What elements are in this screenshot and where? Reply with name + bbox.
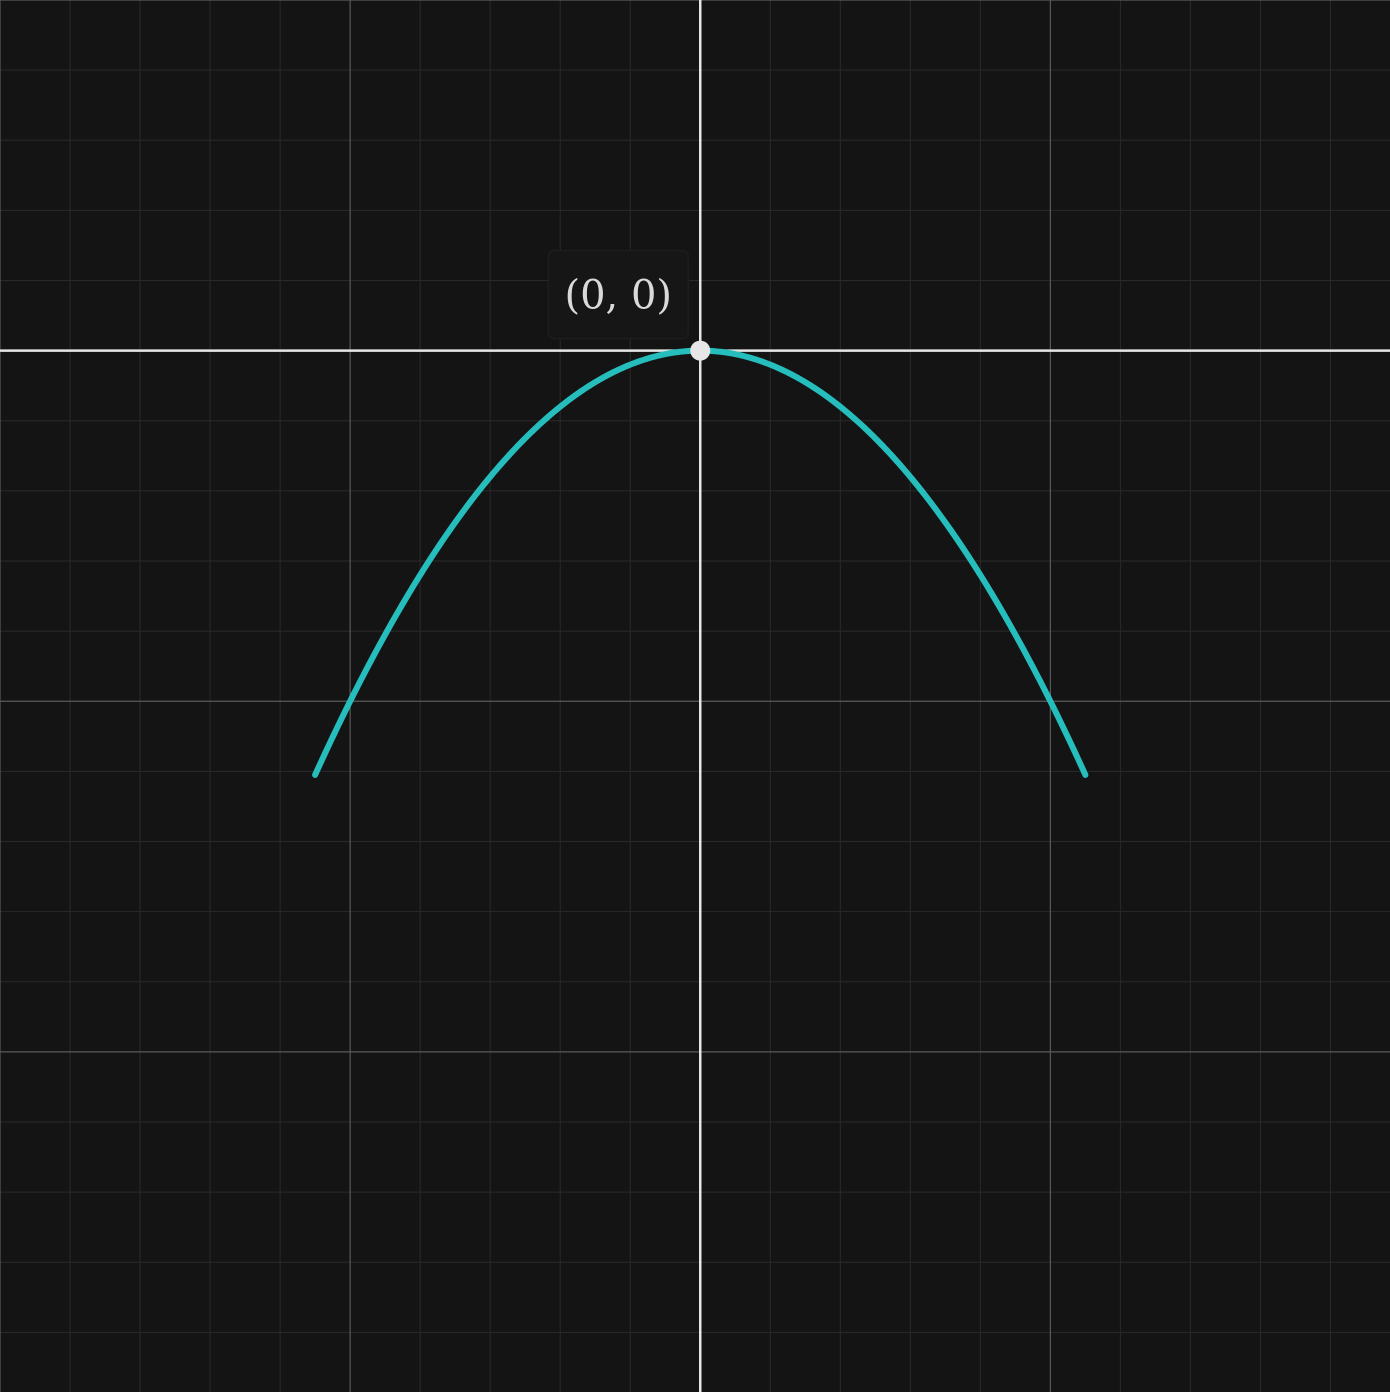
point-label: (0, 0) — [564, 273, 672, 319]
point-label-box — [547, 249, 690, 340]
vertex-point[interactable] — [690, 340, 711, 361]
point-labels: (0, 0) — [547, 249, 690, 340]
points[interactable] — [690, 340, 711, 361]
